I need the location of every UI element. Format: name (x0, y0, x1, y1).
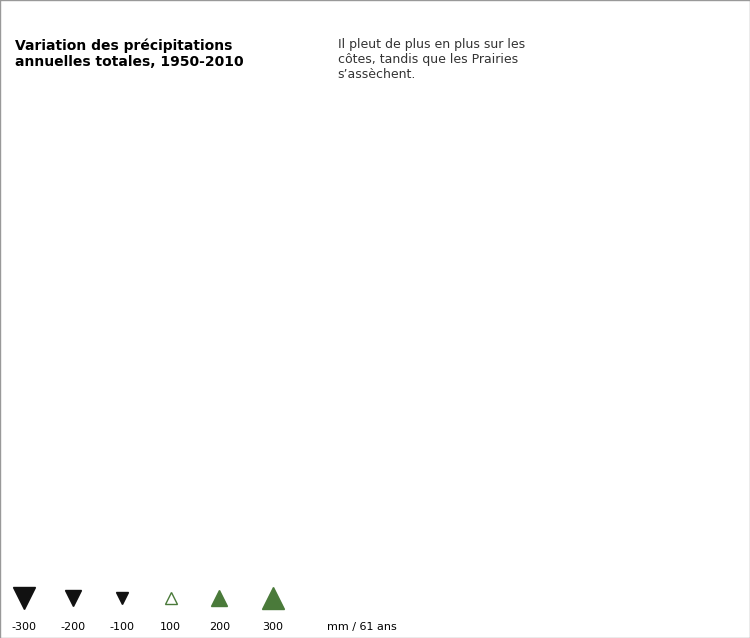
Text: -100: -100 (110, 621, 134, 632)
Text: Variation des précipitations
annuelles totales, 1950-2010: Variation des précipitations annuelles t… (15, 38, 244, 69)
Text: 300: 300 (262, 621, 284, 632)
Text: Il pleut de plus en plus sur les
côtes, tandis que les Prairies
s’assèchent.: Il pleut de plus en plus sur les côtes, … (338, 38, 525, 81)
Text: -200: -200 (61, 621, 86, 632)
Text: 200: 200 (209, 621, 230, 632)
Text: -300: -300 (12, 621, 37, 632)
Text: mm / 61 ans: mm / 61 ans (327, 621, 396, 632)
Text: 100: 100 (160, 621, 182, 632)
